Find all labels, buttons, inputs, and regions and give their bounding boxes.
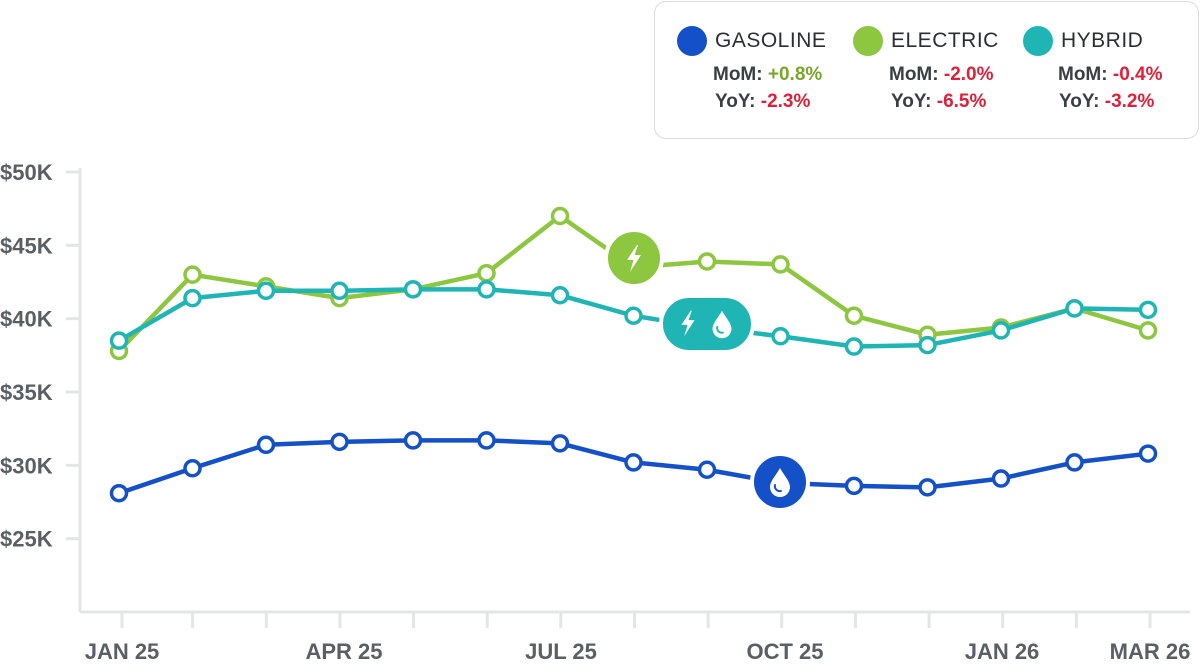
gasoline-point[interactable] xyxy=(844,476,864,496)
legend-name-gasoline: GASOLINE xyxy=(715,29,827,52)
gasoline-point[interactable] xyxy=(330,432,349,452)
hybrid-point[interactable] xyxy=(771,327,790,346)
gasoline-point[interactable] xyxy=(183,459,202,478)
gasoline-point[interactable] xyxy=(477,431,496,450)
gasoline-point[interactable] xyxy=(1138,444,1158,463)
hybrid-point[interactable] xyxy=(183,288,202,308)
y-tick-label: $35K xyxy=(0,380,53,405)
gasoline-point[interactable] xyxy=(109,483,129,503)
drop-glyph xyxy=(770,468,790,497)
gasoline-point[interactable] xyxy=(403,431,423,450)
x-tick-label: MAR 26 xyxy=(1110,639,1191,664)
y-tick-label: $45K xyxy=(0,233,53,258)
electric-swatch xyxy=(853,26,883,56)
hybrid-point[interactable] xyxy=(256,281,276,301)
hybrid-mom: MoM: -0.4% xyxy=(1058,64,1163,85)
legend-name-electric: ELECTRIC xyxy=(891,29,999,52)
gasoline-mom: MoM: +0.8% xyxy=(713,64,823,85)
drop-glyph xyxy=(712,310,732,339)
y-tick-label: $40K xyxy=(0,307,53,332)
hybrid-point[interactable] xyxy=(844,337,864,356)
gasoline-point[interactable] xyxy=(697,460,717,479)
electric-point[interactable] xyxy=(550,206,570,226)
electric-point[interactable] xyxy=(697,252,717,271)
lightning-drop-icon xyxy=(659,294,755,354)
electric-mom-value: -2.0% xyxy=(943,64,994,85)
gasoline-point[interactable] xyxy=(1065,453,1084,472)
gasoline-swatch xyxy=(677,26,707,56)
gasoline-point[interactable] xyxy=(918,478,937,497)
gasoline-yoy: YoY: -2.3% xyxy=(715,91,811,112)
y-tick-label: $30K xyxy=(0,453,53,478)
hybrid-point[interactable] xyxy=(1065,299,1084,318)
hybrid-mom-value: -0.4% xyxy=(1112,64,1163,85)
gasoline-point[interactable] xyxy=(256,435,276,455)
hybrid-point[interactable] xyxy=(550,285,570,305)
legend: GASOLINE MoM: +0.8% YoY: -2.3% ELECTRIC … xyxy=(654,1,1199,139)
y-tick-label: $50K xyxy=(0,160,53,185)
electric-yoy-value: -6.5% xyxy=(936,91,987,112)
hybrid-yoy: YoY: -3.2% xyxy=(1059,91,1155,112)
legend-item-gasoline: GASOLINE MoM: +0.8% YoY: -2.3% xyxy=(677,26,826,113)
legend-item-electric: ELECTRIC MoM: -2.0% YoY: -6.5% xyxy=(853,26,999,113)
electric-point[interactable] xyxy=(771,255,790,274)
x-tick-label: OCT 25 xyxy=(746,639,823,664)
hybrid-point[interactable] xyxy=(1138,300,1158,320)
hybrid-point[interactable] xyxy=(918,335,937,355)
x-tick-label: JAN 25 xyxy=(85,639,160,664)
electric-point[interactable] xyxy=(1138,321,1158,340)
hybrid-yoy-value: -3.2% xyxy=(1104,91,1155,112)
gasoline-point[interactable] xyxy=(624,453,643,472)
electric-mom: MoM: -2.0% xyxy=(889,64,994,85)
y-axis-ticks: $25K $30K $35K $40K $45K $50K xyxy=(0,160,80,552)
hybrid-point[interactable] xyxy=(624,306,643,325)
hybrid-point[interactable] xyxy=(477,280,496,299)
lightning-bolt-glyph xyxy=(681,310,695,337)
gasoline-mom-value: +0.8% xyxy=(767,64,823,85)
gasoline-yoy-value: -2.3% xyxy=(760,91,811,112)
y-tick-label: $25K xyxy=(0,527,53,552)
hybrid-point[interactable] xyxy=(403,280,423,299)
legend-item-hybrid: HYBRID MoM: -0.4% YoY: -3.2% xyxy=(1023,26,1163,113)
water-drop-icon xyxy=(750,452,810,512)
hybrid-point[interactable] xyxy=(991,321,1011,340)
hybrid-swatch xyxy=(1023,26,1053,56)
hybrid-point[interactable] xyxy=(109,331,129,350)
gasoline-point[interactable] xyxy=(550,434,570,453)
x-tick-label: APR 25 xyxy=(305,639,382,664)
electric-yoy: YoY: -6.5% xyxy=(891,91,987,112)
series-hybrid xyxy=(109,280,1158,356)
legend-name-hybrid: HYBRID xyxy=(1061,29,1144,52)
electric-point[interactable] xyxy=(477,263,496,283)
lightning-bolt-glyph xyxy=(627,245,641,272)
x-tick-label: JUL 25 xyxy=(525,639,597,664)
series-badges xyxy=(604,228,810,512)
electric-point[interactable] xyxy=(183,265,202,284)
electric-point[interactable] xyxy=(844,306,864,325)
x-tick-label: JAN 26 xyxy=(965,639,1040,664)
series-gasoline xyxy=(109,431,1158,503)
hybrid-point[interactable] xyxy=(330,281,349,301)
lightning-bolt-icon xyxy=(604,228,664,288)
x-axis-ticks: JAN 25 APR 25 JUL 25 OCT 25 JAN 26 MAR 26 xyxy=(85,612,1191,664)
gasoline-point[interactable] xyxy=(991,469,1011,488)
